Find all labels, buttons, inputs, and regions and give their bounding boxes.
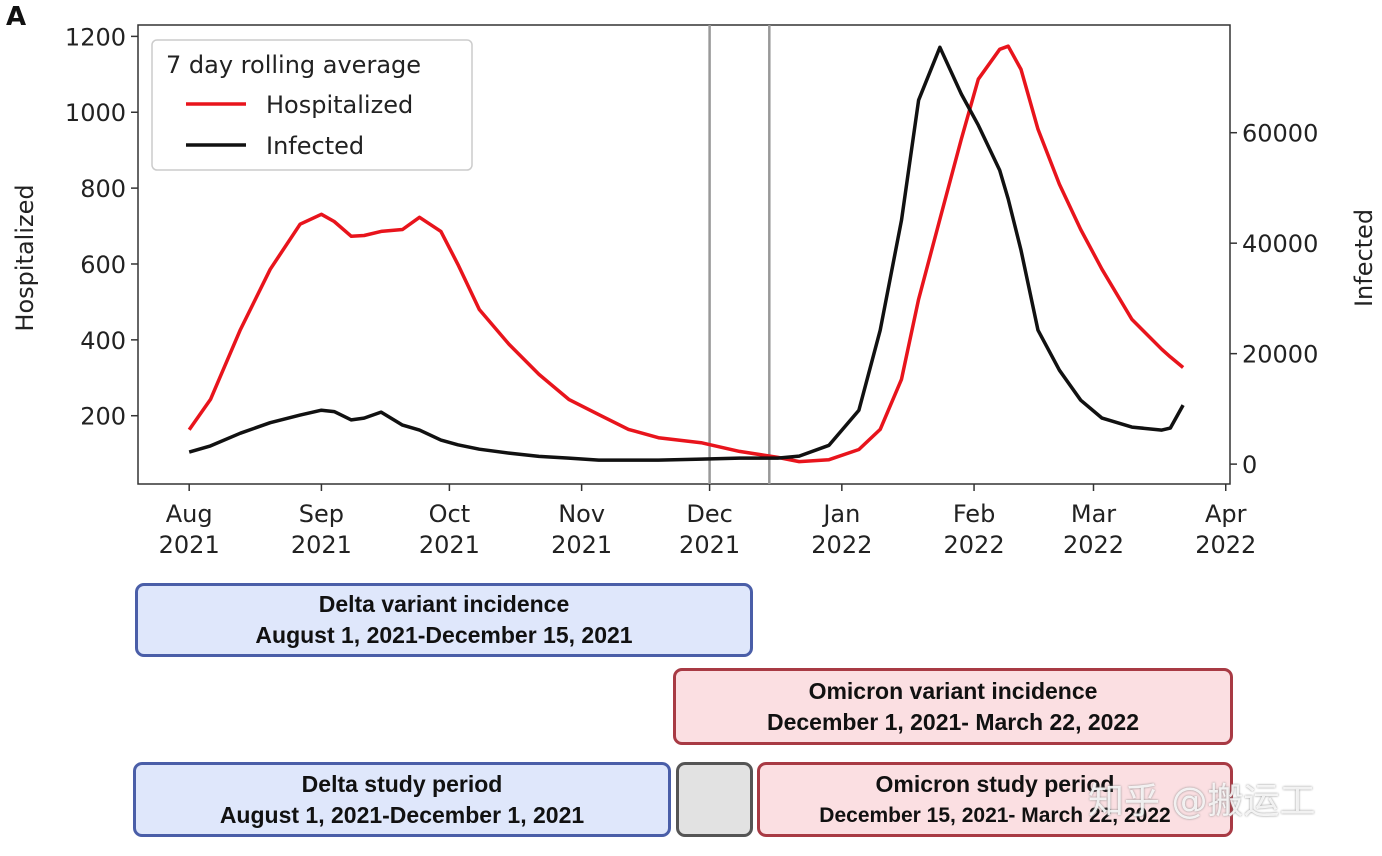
x-tick-label: 2021 — [679, 531, 740, 559]
gap-period-box — [676, 762, 753, 837]
omicron-study-range: December 15, 2021- March 22, 2022 — [819, 803, 1171, 827]
x-tick-label: 2021 — [291, 531, 352, 559]
x-tick-label: Sep — [299, 500, 344, 528]
y-left-tick-label: 1000 — [65, 99, 126, 127]
delta-study-title: Delta study period — [301, 770, 503, 797]
x-tick-label: Dec — [686, 500, 732, 528]
watermark: 知乎 @搬运工 — [1088, 781, 1316, 822]
delta-incidence-range: August 1, 2021-December 15, 2021 — [255, 622, 633, 648]
delta-study-box: Delta study period August 1, 2021-Decemb… — [133, 762, 671, 837]
x-tick-label: Oct — [429, 500, 471, 528]
x-tick-label: 2021 — [419, 531, 480, 559]
x-tick-label: Jan — [821, 500, 860, 528]
x-tick-label: 2021 — [551, 531, 612, 559]
legend-label-infected: Infected — [266, 132, 364, 160]
x-tick-label: 2022 — [1195, 531, 1256, 559]
y-left-tick-label: 800 — [80, 175, 126, 203]
legend — [151, 39, 473, 171]
omicron-study-box: Omicron study period December 15, 2021- … — [757, 762, 1233, 837]
y-left-tick-label: 600 — [80, 251, 126, 279]
x-tick-label: 2021 — [159, 531, 220, 559]
delta-incidence-title: Delta variant incidence — [318, 591, 570, 617]
x-tick-label: Feb — [953, 500, 996, 528]
series-line-infected — [188, 45, 1185, 462]
y-left-tick-label: 1200 — [65, 23, 126, 51]
x-tick-label: 2022 — [811, 531, 872, 559]
y-right-tick-label: 20000 — [1242, 341, 1318, 369]
panel-label: A — [6, 2, 27, 32]
omicron-incidence-box: Omicron variant incidence December 1, 20… — [673, 668, 1233, 745]
x-tick-label: Mar — [1071, 500, 1116, 528]
y-left-tick-label: 200 — [80, 403, 126, 431]
x-tick-label: 2022 — [944, 531, 1005, 559]
y-left-tick-label: 400 — [80, 327, 126, 355]
y-right-axis-label: Infected — [1350, 209, 1378, 307]
omicron-incidence-range: December 1, 2021- March 22, 2022 — [766, 708, 1140, 735]
omicron-study-title: Omicron study period — [875, 770, 1115, 797]
line-chart: Aug 2021 Sep 2021 Oct 2021 Nov 2021 Dec 2021 Jan 20… — [11, 23, 1378, 559]
delta-study-range: August 1, 2021-December 1, 2021 — [219, 801, 585, 828]
x-tick-label: Aug — [166, 500, 213, 528]
y-left-axis-label: Hospitalized — [11, 184, 39, 331]
omicron-incidence-title: Omicron variant incidence — [808, 677, 1098, 704]
series-line-hospitalized — [187, 44, 1185, 464]
delta-incidence-box: Delta variant incidence August 1, 2021-D… — [135, 583, 753, 657]
x-tick-label: Apr — [1205, 500, 1247, 528]
y-right-tick-label: 40000 — [1242, 230, 1318, 258]
legend-label-hospitalized: Hospitalized — [266, 91, 413, 119]
x-tick-label: Nov — [558, 500, 605, 528]
y-right-tick-label: 60000 — [1242, 120, 1318, 148]
y-right-tick-label: 0 — [1242, 451, 1257, 479]
x-tick-label: 2022 — [1063, 531, 1124, 559]
legend-title: 7 day rolling average — [166, 51, 421, 79]
